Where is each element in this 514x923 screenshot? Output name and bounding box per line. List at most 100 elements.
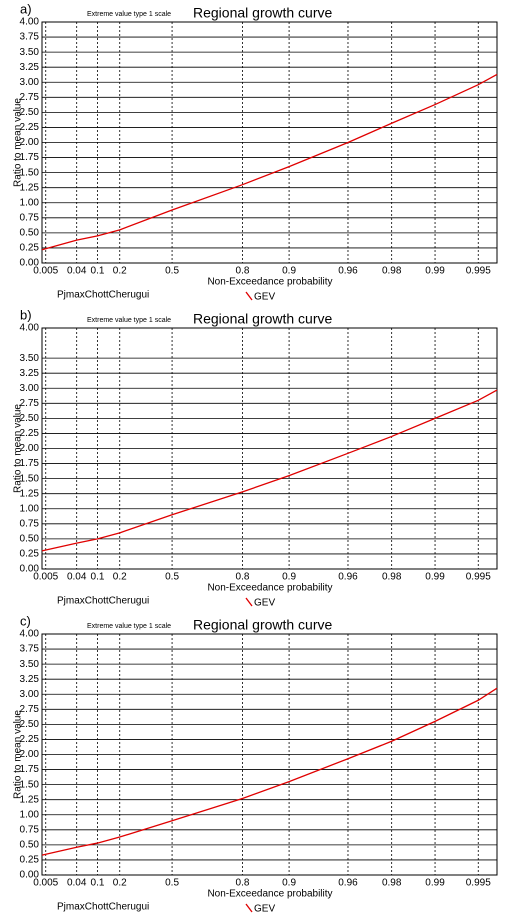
x-tick-label: 0.99	[425, 878, 445, 889]
x-tick-label: 0.5	[165, 878, 179, 889]
growth-curve	[41, 73, 498, 251]
y-tick-label: 2.25	[20, 734, 40, 745]
y-tick-label: 2.75	[20, 704, 40, 715]
y-tick-label: 1.25	[20, 488, 40, 499]
y-tick-label: 1.25	[20, 182, 40, 193]
site-label: PjmaxChottCherugui	[57, 902, 149, 913]
plot-frame	[41, 327, 498, 570]
y-tick-label: 0.75	[20, 212, 40, 223]
x-tick-label: 0.005	[33, 572, 58, 583]
x-tick-label: 0.98	[382, 266, 402, 277]
y-tick-label: 3.50	[20, 353, 40, 364]
legend-label: GEV	[254, 904, 275, 915]
y-tick-label: 2.25	[20, 428, 40, 439]
x-axis-label: Non-Exceedance probability	[207, 277, 332, 288]
x-tick-label: 0.99	[425, 266, 445, 277]
x-tick-label: 0.2	[113, 878, 127, 889]
y-tick-label: 0.00	[20, 258, 40, 269]
x-tick-label: 0.8	[236, 878, 250, 889]
y-tick-label: 3.50	[20, 47, 40, 58]
y-tick-label: 0.50	[20, 228, 40, 239]
panel-label: a)	[20, 1, 32, 16]
y-tick-label: 2.00	[20, 443, 40, 454]
x-tick-label: 0.9	[282, 266, 296, 277]
y-tick-label: 3.25	[20, 674, 40, 685]
x-tick-label: 0.96	[338, 266, 358, 277]
y-tick-label: 0.50	[20, 534, 40, 545]
y-tick-label: 2.50	[20, 719, 40, 730]
x-tick-label: 0.1	[91, 572, 105, 583]
y-tick-label: 4.00	[20, 17, 40, 28]
y-tick-label: 1.75	[20, 764, 40, 775]
site-label: PjmaxChottCherugui	[57, 596, 149, 607]
x-tick-label: 0.2	[113, 266, 127, 277]
y-tick-label: 0.00	[20, 564, 40, 575]
y-tick-label: 1.50	[20, 779, 40, 790]
legend-label: GEV	[254, 292, 275, 303]
y-tick-label: 2.25	[20, 122, 40, 133]
y-tick-label: 3.00	[20, 689, 40, 700]
x-axis-label: Non-Exceedance probability	[207, 583, 332, 594]
x-tick-label: 0.96	[338, 878, 358, 889]
y-tick-label: 0.25	[20, 549, 40, 560]
x-tick-label: 0.995	[466, 572, 491, 583]
legend-swatch	[245, 291, 253, 301]
legend-swatch	[245, 597, 253, 607]
x-tick-label: 0.98	[382, 878, 402, 889]
y-tick-label: 1.75	[20, 152, 40, 163]
x-tick-label: 0.98	[382, 572, 402, 583]
y-tick-label: 2.50	[20, 107, 40, 118]
plot-frame	[41, 633, 498, 876]
y-tick-label: 3.00	[20, 77, 40, 88]
x-tick-label: 0.995	[466, 266, 491, 277]
scale-note: Extreme value type 1 scale	[87, 623, 171, 630]
x-tick-label: 0.04	[67, 266, 87, 277]
y-tick-label: 0.75	[20, 824, 40, 835]
y-tick-label: 2.75	[20, 398, 40, 409]
x-tick-label: 0.1	[91, 266, 105, 277]
y-tick-label: 0.75	[20, 518, 40, 529]
plot-frame	[41, 21, 498, 264]
y-tick-label: 3.75	[20, 32, 40, 43]
scale-note: Extreme value type 1 scale	[87, 317, 171, 324]
y-tick-label: 3.25	[20, 62, 40, 73]
y-tick-label: 1.00	[20, 503, 40, 514]
chart-title: Regional growth curve	[193, 5, 333, 21]
y-tick-label: 1.25	[20, 794, 40, 805]
y-tick-label: 3.50	[20, 659, 40, 670]
x-tick-label: 0.96	[338, 572, 358, 583]
y-tick-label: 0.25	[20, 855, 40, 866]
y-tick-label: 1.50	[20, 167, 40, 178]
x-tick-label: 0.8	[236, 572, 250, 583]
x-tick-label: 0.995	[466, 878, 491, 889]
x-axis-label: Non-Exceedance probability	[207, 889, 332, 900]
site-label: PjmaxChottCherugui	[57, 290, 149, 301]
x-tick-label: 0.1	[91, 878, 105, 889]
x-tick-label: 0.005	[33, 266, 58, 277]
y-tick-label: 3.25	[20, 368, 40, 379]
x-tick-label: 0.2	[113, 572, 127, 583]
x-tick-label: 0.8	[236, 266, 250, 277]
y-tick-label: 3.00	[20, 383, 40, 394]
y-tick-label: 4.00	[20, 629, 40, 640]
panel-label: b)	[20, 307, 32, 322]
y-tick-label: 4.00	[20, 323, 40, 334]
chart-title: Regional growth curve	[193, 617, 333, 633]
x-tick-label: 0.5	[165, 572, 179, 583]
x-tick-label: 0.9	[282, 572, 296, 583]
chart-title: Regional growth curve	[193, 311, 333, 327]
y-tick-label: 2.75	[20, 92, 40, 103]
legend-swatch	[245, 903, 253, 913]
growth-curve	[41, 687, 498, 856]
y-tick-label: 2.00	[20, 137, 40, 148]
panel-label: c)	[20, 613, 31, 628]
x-tick-label: 0.5	[165, 266, 179, 277]
y-axis-label: Ratio to mean value	[13, 710, 24, 799]
y-tick-label: 0.25	[20, 243, 40, 254]
x-tick-label: 0.99	[425, 572, 445, 583]
scale-note: Extreme value type 1 scale	[87, 11, 171, 18]
legend-label: GEV	[254, 598, 275, 609]
y-tick-label: 1.00	[20, 197, 40, 208]
x-tick-label: 0.005	[33, 878, 58, 889]
